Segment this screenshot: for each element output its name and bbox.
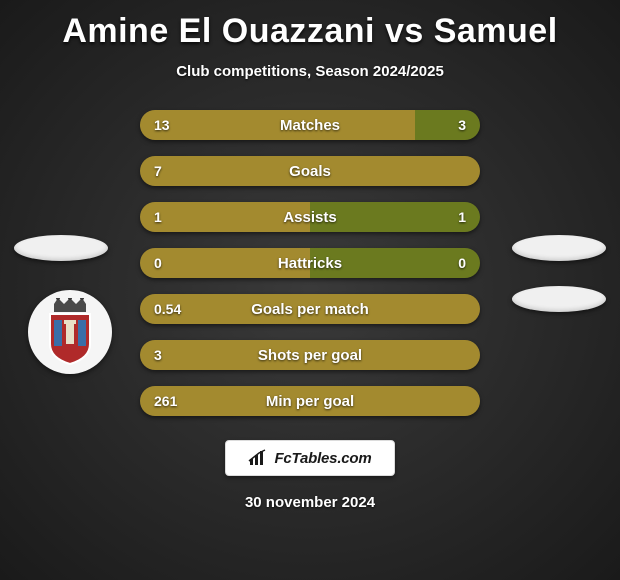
stat-left-bar: 0 — [140, 248, 310, 278]
club-crest — [28, 290, 112, 374]
subtitle: Club competitions, Season 2024/2025 — [0, 63, 620, 80]
brand-text: FcTables.com — [274, 450, 371, 467]
stat-left-value: 3 — [154, 347, 162, 363]
player-left-badge-1 — [14, 235, 108, 261]
stat-left-bar: 13 — [140, 110, 415, 140]
stat-left-bar: 7 — [140, 156, 480, 186]
stat-row: 11Assists — [140, 202, 480, 232]
stat-left-bar: 261 — [140, 386, 480, 416]
stat-right-value: 1 — [458, 209, 466, 225]
stat-right-bar: 0 — [310, 248, 480, 278]
bar-chart-icon — [248, 449, 268, 467]
page-title: Amine El Ouazzani vs Samuel — [0, 0, 620, 51]
date-text: 30 november 2024 — [0, 494, 620, 511]
stat-left-bar: 3 — [140, 340, 480, 370]
player-right-badge-2 — [512, 286, 606, 312]
stat-row: 7Goals — [140, 156, 480, 186]
stat-right-value: 3 — [458, 117, 466, 133]
stat-row: 133Matches — [140, 110, 480, 140]
stat-row: 3Shots per goal — [140, 340, 480, 370]
player-right-badge-1 — [512, 235, 606, 261]
stat-row: 261Min per goal — [140, 386, 480, 416]
stat-left-value: 13 — [154, 117, 170, 133]
brand-badge[interactable]: FcTables.com — [225, 440, 395, 476]
stat-row: 00Hattricks — [140, 248, 480, 278]
shield-icon — [40, 298, 100, 366]
stat-left-value: 0 — [154, 255, 162, 271]
stat-left-value: 261 — [154, 393, 177, 409]
stat-left-value: 7 — [154, 163, 162, 179]
stat-left-value: 1 — [154, 209, 162, 225]
stat-right-bar: 1 — [310, 202, 480, 232]
stat-row: 0.54Goals per match — [140, 294, 480, 324]
stat-left-bar: 0.54 — [140, 294, 480, 324]
stat-bar-list: 133Matches7Goals11Assists00Hattricks0.54… — [140, 110, 480, 416]
stat-left-value: 0.54 — [154, 301, 181, 317]
comparison-area: 133Matches7Goals11Assists00Hattricks0.54… — [0, 110, 620, 511]
stat-right-value: 0 — [458, 255, 466, 271]
stat-right-bar: 3 — [415, 110, 480, 140]
stat-left-bar: 1 — [140, 202, 310, 232]
